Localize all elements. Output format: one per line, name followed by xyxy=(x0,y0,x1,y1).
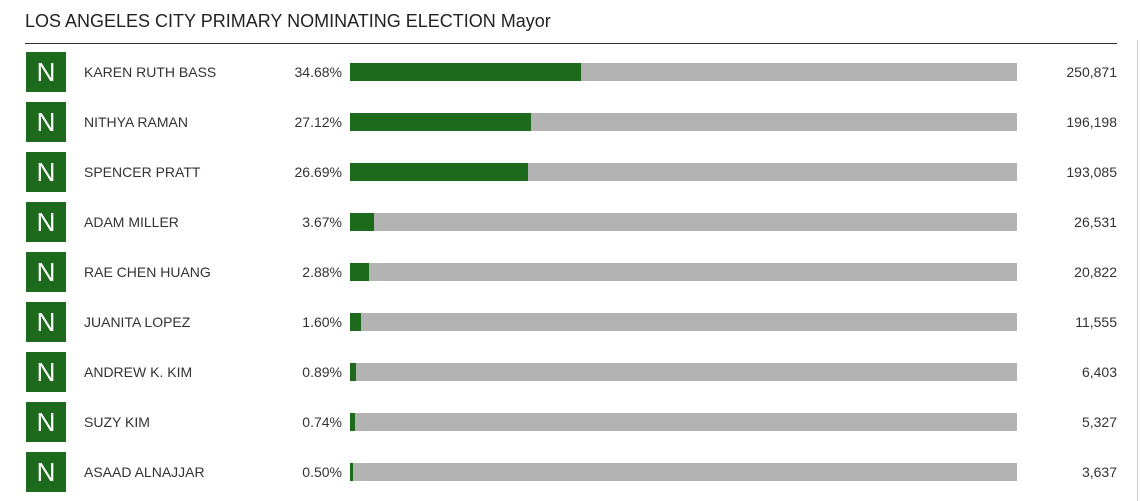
vote-count: 26,531 xyxy=(1074,214,1117,230)
percent-bar xyxy=(350,113,531,131)
candidate-row: N ANDREW K. KIM 0.89% 6,403 xyxy=(0,352,1141,392)
candidate-row: N SUZY KIM 0.74% 5,327 xyxy=(0,402,1141,442)
bar-track xyxy=(350,163,1017,181)
scroll-edge xyxy=(1137,40,1138,501)
percent-label: 2.88% xyxy=(302,264,342,280)
candidate-name: SPENCER PRATT xyxy=(84,164,201,180)
party-badge: N xyxy=(26,302,66,342)
bar-track xyxy=(350,363,1017,381)
bar-track xyxy=(350,263,1017,281)
title: LOS ANGELES CITY PRIMARY NOMINATING ELEC… xyxy=(25,11,551,31)
bar-track xyxy=(350,213,1017,231)
candidate-name: ASAAD ALNAJJAR xyxy=(84,464,205,480)
candidate-row: N ADAM MILLER 3.67% 26,531 xyxy=(0,202,1141,242)
party-badge: N xyxy=(26,402,66,442)
divider xyxy=(25,43,1117,44)
vote-count: 250,871 xyxy=(1066,64,1117,80)
percent-bar xyxy=(350,313,361,331)
vote-count: 20,822 xyxy=(1074,264,1117,280)
party-badge: N xyxy=(26,352,66,392)
bar-track xyxy=(350,463,1017,481)
percent-bar xyxy=(350,163,529,181)
percent-bar xyxy=(350,363,356,381)
bar-track xyxy=(350,113,1017,131)
candidate-name: ANDREW K. KIM xyxy=(84,364,193,380)
percent-bar xyxy=(350,213,375,231)
candidate-row: N KAREN RUTH BASS 34.68% 250,871 xyxy=(0,52,1141,92)
candidate-name: NITHYA RAMAN xyxy=(84,114,188,130)
percent-bar xyxy=(350,263,370,281)
percent-label: 0.50% xyxy=(302,464,342,480)
vote-count: 3,637 xyxy=(1081,464,1117,480)
candidate-row: N RAE CHEN HUANG 2.88% 20,822 xyxy=(0,252,1141,292)
percent-label: 1.60% xyxy=(302,314,342,330)
vote-count: 6,403 xyxy=(1081,364,1117,380)
bar-track xyxy=(350,313,1017,331)
candidate-name: SUZY KIM xyxy=(84,414,150,430)
vote-count: 196,198 xyxy=(1066,114,1117,130)
percent-label: 34.68% xyxy=(294,64,342,80)
candidate-row: N NITHYA RAMAN 27.12% 196,198 xyxy=(0,102,1141,142)
vote-count: 5,327 xyxy=(1081,414,1117,430)
candidate-row: N ASAAD ALNAJJAR 0.50% 3,637 xyxy=(0,452,1141,492)
percent-bar xyxy=(350,463,354,481)
vote-count: 193,085 xyxy=(1066,164,1117,180)
candidate-row: N JUANITA LOPEZ 1.60% 11,555 xyxy=(0,302,1141,342)
candidate-row: N SPENCER PRATT 26.69% 193,085 xyxy=(0,152,1141,192)
party-badge: N xyxy=(26,202,66,242)
candidate-name: KAREN RUTH BASS xyxy=(84,64,217,80)
party-badge: N xyxy=(26,52,66,92)
vote-count: 11,555 xyxy=(1075,314,1117,330)
bar-track xyxy=(350,413,1017,431)
party-badge: N xyxy=(26,152,66,192)
bar-track xyxy=(350,63,1017,81)
percent-bar xyxy=(350,413,355,431)
candidate-name: ADAM MILLER xyxy=(84,214,179,230)
percent-bar xyxy=(350,63,582,81)
percent-label: 26.69% xyxy=(294,164,342,180)
percent-label: 27.12% xyxy=(294,114,342,130)
candidate-name: JUANITA LOPEZ xyxy=(84,314,191,330)
party-badge: N xyxy=(26,102,66,142)
candidate-name: RAE CHEN HUANG xyxy=(84,264,211,280)
percent-label: 0.74% xyxy=(302,414,342,430)
percent-label: 0.89% xyxy=(302,364,342,380)
party-badge: N xyxy=(26,252,66,292)
percent-label: 3.67% xyxy=(302,214,342,230)
party-badge: N xyxy=(26,452,66,492)
